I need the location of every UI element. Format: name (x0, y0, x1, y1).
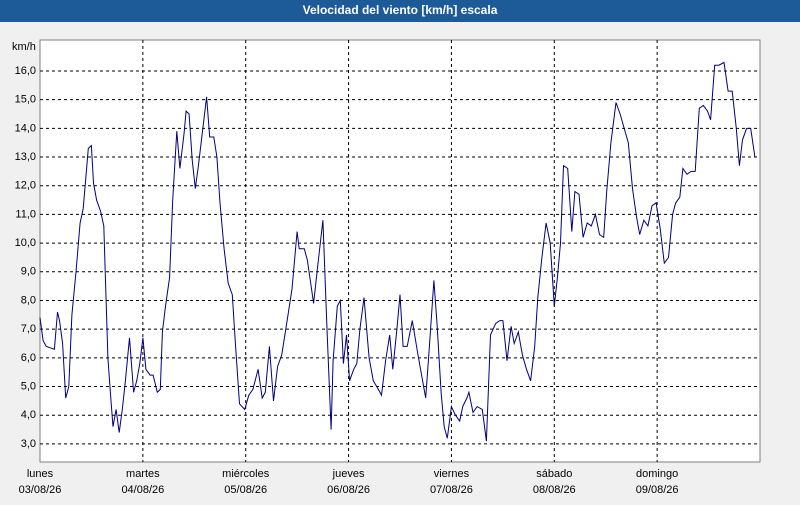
y-tick-label: 15,0 (15, 94, 36, 106)
y-tick-label: 6,0 (21, 352, 36, 364)
chart-title: Velocidad del viento [km/h] escala (303, 3, 498, 17)
y-tick-label: 10,0 (15, 237, 36, 249)
y-tick-label: 7,0 (21, 323, 36, 335)
x-tick-date: 08/08/26 (533, 484, 576, 496)
x-tick-date: 09/08/26 (636, 484, 679, 496)
wind-line (39, 61, 756, 442)
y-tick-label: 13,0 (15, 151, 36, 163)
y-tick-label: 11,0 (15, 208, 36, 220)
x-tick-date: 03/08/26 (19, 484, 62, 496)
y-tick-label: 8,0 (21, 294, 36, 306)
title-bar (0, 0, 800, 22)
y-tick-label: 9,0 (21, 266, 36, 278)
y-unit: km/h (12, 41, 36, 53)
y-tick-label: 3,0 (21, 438, 36, 450)
x-tick-label: jueves (332, 468, 365, 480)
y-tick-label: 14,0 (15, 122, 36, 134)
x-tick-label: domingo (636, 468, 678, 480)
x-tick-date: 05/08/26 (224, 484, 267, 496)
x-tick-label: miércoles (222, 468, 270, 480)
x-tick-date: 07/08/26 (430, 484, 473, 496)
y-tick-label: 16,0 (15, 65, 36, 77)
y-tick-label: 5,0 (21, 380, 36, 392)
x-tick-label: sábado (536, 468, 572, 480)
x-tick-label: lunes (27, 468, 54, 480)
y-tick-label: 4,0 (21, 409, 36, 421)
x-tick-label: martes (126, 468, 160, 480)
y-tick-label: 12,0 (15, 180, 36, 192)
x-tick-date: 04/08/26 (121, 484, 164, 496)
x-tick-label: viernes (434, 468, 470, 480)
x-tick-date: 06/08/26 (327, 484, 370, 496)
plot-area (39, 39, 761, 463)
